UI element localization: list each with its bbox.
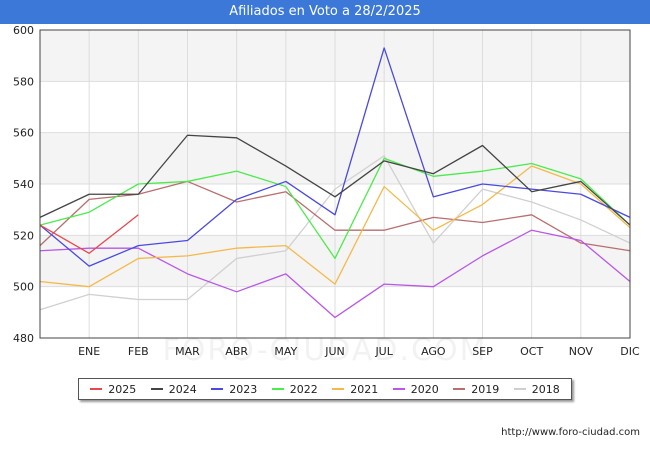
y-axis-ticks: 480 500 520 540 560 580 600 — [13, 24, 34, 345]
series-line-2024 — [39, 134, 631, 226]
legend-swatch — [90, 388, 103, 390]
series-line-2022 — [39, 157, 631, 260]
x-tick-label: DIC — [620, 345, 640, 358]
legend-swatch — [392, 388, 405, 390]
x-tick-label: MAY — [274, 345, 297, 358]
legend-label: 2018 — [531, 382, 560, 396]
x-tick-label: NOV — [569, 345, 594, 358]
legend-swatch — [271, 388, 284, 390]
x-tick-label: MAR — [175, 345, 200, 358]
legend-label: 2020 — [410, 382, 439, 396]
legend-item-2022: 2022 — [271, 382, 318, 396]
legend-label: 2025 — [108, 382, 137, 396]
legend-label: 2019 — [471, 382, 500, 396]
x-tick-label: JUL — [374, 345, 393, 358]
y-tick-label: 500 — [13, 281, 34, 294]
chart-title: Afiliados en Voto a 28/2/2025 — [0, 0, 650, 24]
legend-item-2021: 2021 — [332, 383, 378, 396]
legend-swatch — [332, 388, 345, 390]
legend-label: 2021 — [350, 382, 379, 396]
plot-border — [39, 29, 631, 339]
footer-url: http://www.foro-ciudad.com — [501, 427, 640, 438]
x-tick-label: JUN — [324, 345, 345, 358]
legend-swatch — [211, 388, 224, 390]
legend-item-2020: 2020 — [392, 382, 439, 396]
series-line-2025 — [39, 214, 139, 254]
x-axis-ticks: ENE FEB MAR ABR MAY JUN JUL AGO SEP OCT NOV DIC — [78, 345, 640, 358]
y-tick-label: 480 — [13, 332, 34, 345]
series-line-2023 — [39, 47, 631, 267]
series-lines — [39, 47, 631, 319]
x-tick-label: SEP — [472, 345, 493, 358]
series-line-2018 — [39, 155, 631, 311]
y-tick-label: 560 — [13, 127, 34, 140]
legend-label: 2024 — [168, 382, 197, 396]
legend-item-2019: 2019 — [453, 383, 499, 396]
legend-label: 2022 — [289, 382, 318, 396]
legend-swatch — [150, 388, 163, 390]
legend-item-2024: 2024 — [150, 382, 197, 396]
y-tick-label: 580 — [13, 75, 34, 88]
x-tick-label: OCT — [520, 345, 543, 358]
x-tick-label: AGO — [421, 345, 446, 358]
legend: 2025 2024 2023 2022 2021 2020 2019 2018 — [78, 378, 572, 400]
series-line-2021 — [39, 165, 631, 288]
legend-label: 2023 — [229, 382, 258, 396]
legend-swatch — [453, 388, 466, 390]
y-tick-label: 520 — [13, 229, 34, 242]
x-tick-label: ENE — [78, 345, 100, 358]
x-tick-label: ABR — [225, 345, 248, 358]
legend-item-2025: 2025 — [90, 383, 136, 396]
series-line-2020 — [39, 229, 631, 319]
x-tick-label: FEB — [128, 345, 149, 358]
y-tick-label: 600 — [13, 24, 34, 37]
watermark: FORO-CIUDAD.COM — [162, 333, 488, 368]
legend-item-2023: 2023 — [211, 383, 257, 396]
legend-item-2018: 2018 — [513, 382, 560, 396]
legend-swatch — [513, 388, 526, 390]
y-tick-label: 540 — [13, 178, 34, 191]
